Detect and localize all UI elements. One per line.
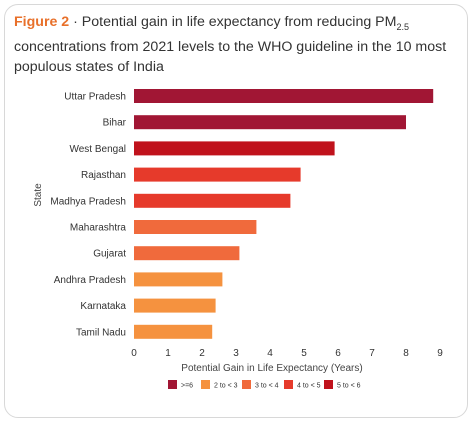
x-tick-labels: 0 1 2 3 4 5 6 7 8 9 — [131, 348, 443, 359]
legend-label: 4 to < 5 — [297, 383, 321, 390]
legend-swatch — [168, 380, 177, 389]
category-label: Karnataka — [80, 301, 126, 312]
legend-swatch — [324, 380, 333, 389]
legend-swatch — [201, 380, 210, 389]
x-tick-label: 3 — [233, 348, 239, 359]
category-label: West Bengal — [69, 144, 126, 155]
x-axis-label: Potential Gain in Life Expectancy (Years… — [181, 363, 362, 374]
legend-label: >=6 — [181, 383, 193, 390]
bar — [134, 141, 335, 156]
legend: >=6 2 to < 3 3 to < 4 4 to < 5 5 to < 6 — [168, 380, 361, 390]
figure-title: Figure 2 · Potential gain in life expect… — [14, 12, 460, 77]
x-tick-label: 4 — [267, 348, 273, 359]
bar — [134, 272, 223, 287]
category-label: Rajasthan — [81, 170, 126, 181]
bar — [134, 115, 406, 130]
category-label: Tamil Nadu — [76, 327, 126, 338]
category-label: Madhya Pradesh — [50, 196, 126, 207]
category-label: Uttar Pradesh — [64, 92, 126, 103]
category-label: Bihar — [103, 118, 127, 129]
bar — [134, 246, 240, 261]
x-tick-label: 0 — [131, 348, 137, 359]
x-tick-label: 9 — [437, 348, 443, 359]
figure-frame — [4, 4, 468, 418]
category-label: Andhra Pradesh — [54, 275, 126, 286]
bar — [134, 220, 257, 234]
category-labels: Uttar Pradesh Bihar West Bengal Rajasthan Ma… — [50, 92, 126, 339]
title-separator: · — [69, 14, 82, 30]
y-axis-label: State — [33, 183, 44, 207]
title-main: Potential gain in life expectancy from r… — [81, 14, 397, 30]
legend-swatch — [242, 380, 251, 389]
x-tick-label: 1 — [165, 348, 171, 359]
title-rest: concentrations from 2021 levels to the W… — [14, 38, 447, 75]
bar — [134, 324, 213, 339]
x-tick-label: 6 — [335, 348, 341, 359]
bar — [134, 193, 291, 208]
bar — [134, 298, 216, 313]
x-tick-label: 2 — [199, 348, 205, 359]
bar — [134, 89, 434, 103]
x-tick-label: 8 — [403, 348, 409, 359]
legend-label: 2 to < 3 — [214, 383, 238, 390]
bar — [134, 167, 301, 182]
category-label: Maharashtra — [70, 223, 127, 234]
figure-label: Figure 2 — [14, 14, 70, 30]
legend-swatch — [284, 380, 293, 389]
title-subscript: 2.5 — [396, 21, 409, 32]
bars-group — [134, 89, 434, 339]
legend-label: 5 to < 6 — [337, 383, 361, 390]
x-tick-label: 7 — [369, 348, 375, 359]
category-label: Gujarat — [93, 249, 126, 260]
x-tick-label: 5 — [301, 348, 307, 359]
legend-label: 3 to < 4 — [255, 383, 279, 390]
